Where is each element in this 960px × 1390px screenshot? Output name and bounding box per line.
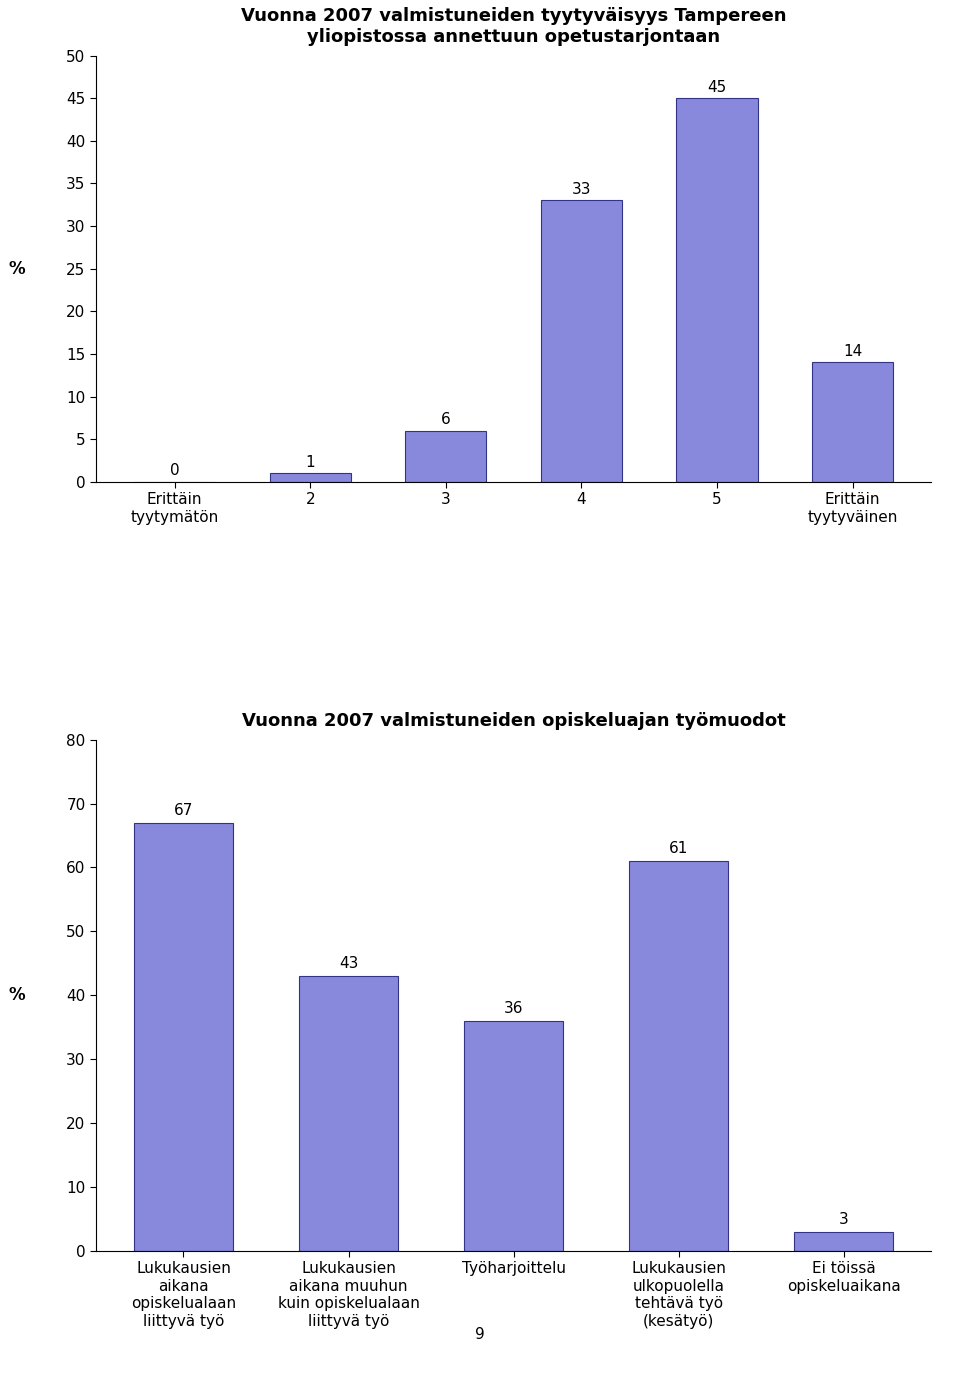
Bar: [676, 99, 757, 482]
Title: Vuonna 2007 valmistuneiden opiskeluajan työmuodot: Vuonna 2007 valmistuneiden opiskeluajan …: [242, 712, 785, 730]
Bar: [794, 1232, 893, 1251]
Bar: [812, 363, 893, 482]
Text: 1: 1: [305, 455, 315, 470]
Text: 33: 33: [571, 182, 591, 197]
Bar: [405, 431, 487, 482]
Bar: [464, 1020, 564, 1251]
Text: 61: 61: [669, 841, 688, 856]
Text: 43: 43: [339, 956, 358, 972]
Title: Vuonna 2007 valmistuneiden tyytyväisyys Tampereen
yliopistossa annettuun opetust: Vuonna 2007 valmistuneiden tyytyväisyys …: [241, 7, 786, 46]
Bar: [540, 200, 622, 482]
Text: 14: 14: [843, 345, 862, 359]
Text: %: %: [9, 260, 25, 278]
Bar: [270, 473, 351, 482]
Text: 36: 36: [504, 1001, 523, 1016]
Text: %: %: [9, 987, 25, 1005]
Text: 9: 9: [475, 1327, 485, 1341]
Text: 6: 6: [441, 413, 450, 427]
Text: 3: 3: [839, 1212, 849, 1227]
Text: 45: 45: [708, 79, 727, 95]
Text: 67: 67: [174, 802, 193, 817]
Text: 0: 0: [170, 463, 180, 478]
Bar: [629, 860, 729, 1251]
Bar: [134, 823, 233, 1251]
Bar: [299, 976, 398, 1251]
